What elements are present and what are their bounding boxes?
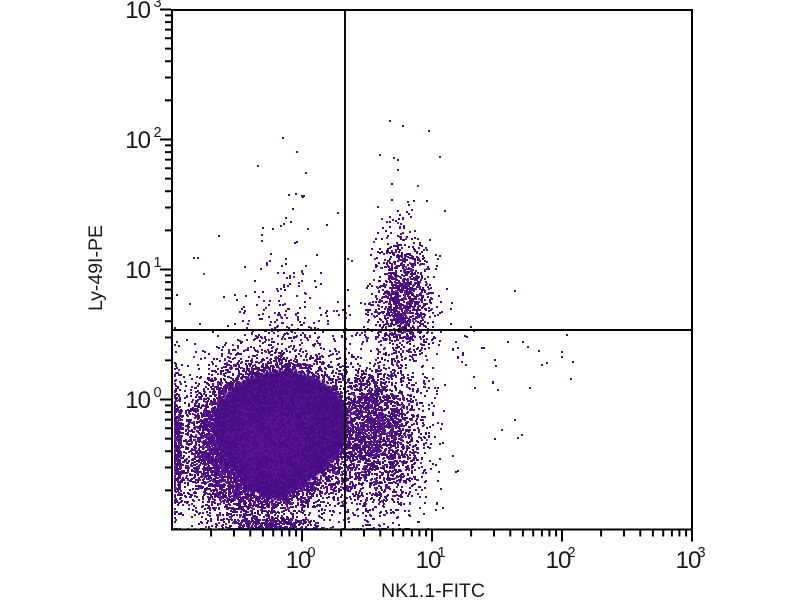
svg-text:10: 10 — [676, 547, 701, 574]
svg-text:10: 10 — [546, 547, 571, 574]
svg-text:10: 10 — [286, 547, 311, 574]
svg-text:0: 0 — [307, 545, 315, 561]
svg-text:10: 10 — [125, 257, 150, 284]
svg-text:1: 1 — [437, 545, 445, 561]
svg-text:10: 10 — [125, 0, 150, 24]
svg-text:1: 1 — [153, 255, 161, 271]
svg-text:Ly-49I-PE: Ly-49I-PE — [85, 225, 107, 311]
svg-text:3: 3 — [153, 0, 161, 11]
svg-text:2: 2 — [567, 545, 575, 561]
svg-text:0: 0 — [153, 385, 161, 401]
svg-text:10: 10 — [125, 387, 150, 414]
svg-text:NK1.1-FITC: NK1.1-FITC — [381, 580, 485, 600]
svg-text:10: 10 — [416, 547, 441, 574]
svg-text:3: 3 — [697, 545, 705, 561]
svg-text:2: 2 — [153, 125, 161, 141]
svg-text:10: 10 — [125, 127, 150, 154]
